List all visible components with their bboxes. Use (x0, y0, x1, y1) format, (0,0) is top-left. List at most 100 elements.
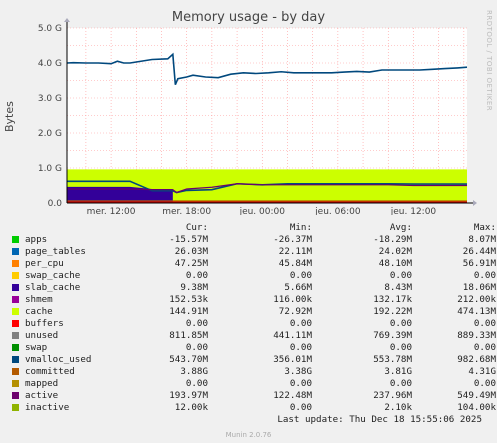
y-tick-label: 5.0 G (38, 24, 62, 34)
x-tick-label: jeu. 06:00 (314, 207, 361, 215)
legend-swatch (12, 332, 19, 339)
legend-row-apps: apps -15.57M -26.37M -18.29M 8.07M (12, 234, 496, 246)
legend-cur-value: 152.53k (169, 294, 208, 305)
legend-min-value: -26.37M (273, 234, 312, 245)
legend-min-value: 0.00 (289, 378, 312, 389)
y-tick-label: 3.0 G (38, 94, 62, 104)
legend-row-page-tables: page_tables 26.03M 22.11M 24.02M 26.44M (12, 246, 496, 258)
legend-row-active: active 193.97M 122.48M 237.96M 549.49M (12, 390, 496, 402)
legend-avg-value: 48.10M (378, 258, 412, 269)
legend-avg-value: 24.02M (378, 246, 412, 257)
legend-avg-value: 769.39M (373, 330, 412, 341)
legend-cur-value: 811.85M (169, 330, 208, 341)
legend-avg-value: -18.29M (373, 234, 412, 245)
legend-max-value: 0.00 (473, 342, 496, 353)
legend-min-value: 116.00k (273, 294, 312, 305)
last-update: Last update: Thu Dec 18 15:55:06 2025 (277, 414, 482, 425)
legend-swatch (12, 356, 19, 363)
legend-cur-value: 9.38M (180, 282, 208, 293)
legend-avg-value: 0.00 (389, 342, 412, 353)
legend-max-value: 549.49M (457, 390, 496, 401)
legend-swatch (12, 368, 19, 375)
y-tick-label: 1.0 G (38, 164, 62, 174)
legend-cur-value: 47.25M (174, 258, 208, 269)
legend-max-value: 0.00 (473, 378, 496, 389)
legend-max-value: 4.31G (468, 366, 496, 377)
legend-swatch (12, 260, 19, 267)
legend-row-slab-cache: slab_cache 9.38M 5.66M 8.43M 18.06M (12, 282, 496, 294)
legend-row-swap-cache: swap_cache 0.00 0.00 0.00 0.00 (12, 270, 496, 282)
legend-row-buffers: buffers 0.00 0.00 0.00 0.00 (12, 318, 496, 330)
legend-min-value: 72.92M (278, 306, 312, 317)
legend-swatch (12, 272, 19, 279)
x-tick-label: mer. 12:00 (87, 207, 136, 215)
legend-max-value: 18.06M (462, 282, 496, 293)
committed-line (66, 52, 468, 86)
legend-max-value: 26.44M (462, 246, 496, 257)
legend-min-value: 0.00 (289, 318, 312, 329)
legend-avg-value: 0.00 (389, 270, 412, 281)
legend-cur-value: -15.57M (169, 234, 208, 245)
legend-min-value: 5.66M (284, 282, 312, 293)
legend-cur-value: 26.03M (174, 246, 208, 257)
chart-title: Memory usage - by day (171, 10, 326, 25)
legend-min-value: 0.00 (289, 342, 312, 353)
x-axis-arrow (473, 200, 477, 206)
legend-min-value: 22.11M (278, 246, 312, 257)
legend-row-cache: cache 144.91M 72.92M 192.22M 474.13M (12, 306, 496, 318)
legend-avg-value: 0.00 (389, 318, 412, 329)
legend-swatch (12, 296, 19, 303)
legend-avg-value: 3.81G (384, 366, 412, 377)
legend-name: mapped (25, 378, 59, 389)
legend-name: shmem (25, 294, 53, 305)
legend-swatch (12, 392, 19, 399)
legend-row-vmalloc-used: vmalloc_used 543.70M 356.01M 553.78M 982.68M (12, 354, 496, 366)
legend-name: apps (25, 234, 48, 245)
vmalloc-used-line (67, 180, 467, 194)
legend-avg-value: 192.22M (373, 306, 412, 317)
legend-header-row: Cur: Min: Avg: Max: (12, 222, 496, 234)
legend-name: page_tables (25, 246, 86, 257)
legend-cur-value: 193.97M (169, 390, 208, 401)
rrdtool-watermark: RRDTOOL / TOBI OETIKER (485, 10, 493, 112)
legend-max-value: 104.00k (457, 402, 496, 413)
legend-name: active (25, 390, 59, 401)
legend-swatch (12, 344, 19, 351)
legend-max-value: 0.00 (473, 270, 496, 281)
legend-swatch (12, 284, 19, 291)
legend-max-value: 982.68M (457, 354, 496, 365)
legend-header-cur: Cur: (185, 222, 208, 233)
munin-footer: Munin 2.0.76 (225, 431, 272, 439)
legend-row-swap: swap 0.00 0.00 0.00 0.00 (12, 342, 496, 354)
legend-name: inactive (25, 402, 70, 413)
legend-name: buffers (25, 318, 64, 329)
y-tick-label: 4.0 G (38, 59, 62, 69)
legend-swatch (12, 248, 19, 255)
legend-cur-value: 0.00 (185, 270, 208, 281)
legend-avg-value: 0.00 (389, 378, 412, 389)
slab-active-area (67, 186, 173, 203)
legend-name: vmalloc_used (25, 354, 92, 365)
legend-min-value: 3.38G (284, 366, 312, 377)
legend-cur-value: 0.00 (185, 378, 208, 389)
legend-row-committed: committed 3.88G 3.38G 3.81G 4.31G (12, 366, 496, 378)
legend-row-mapped: mapped 0.00 0.00 0.00 0.00 (12, 378, 496, 390)
legend-avg-value: 132.17k (373, 294, 412, 305)
legend-header-min: Min: (289, 222, 312, 233)
y-axis-arrow (64, 18, 70, 22)
legend-max-value: 56.91M (462, 258, 496, 269)
legend-cur-value: 0.00 (185, 318, 208, 329)
legend-header-avg: Avg: (389, 222, 412, 233)
legend-swatch (12, 404, 19, 411)
legend-name: unused (25, 330, 59, 341)
legend-avg-value: 8.43M (384, 282, 412, 293)
legend-header-max: Max: (473, 222, 496, 233)
legend-row-per-cpu: per_cpu 47.25M 45.84M 48.10M 56.91M (12, 258, 496, 270)
active-line (67, 183, 467, 194)
legend-name: swap_cache (25, 270, 81, 281)
legend-min-value: 45.84M (278, 258, 312, 269)
y-tick-label: 2.0 G (38, 129, 62, 139)
legend-min-value: 0.00 (289, 270, 312, 281)
legend-swatch (12, 308, 19, 315)
